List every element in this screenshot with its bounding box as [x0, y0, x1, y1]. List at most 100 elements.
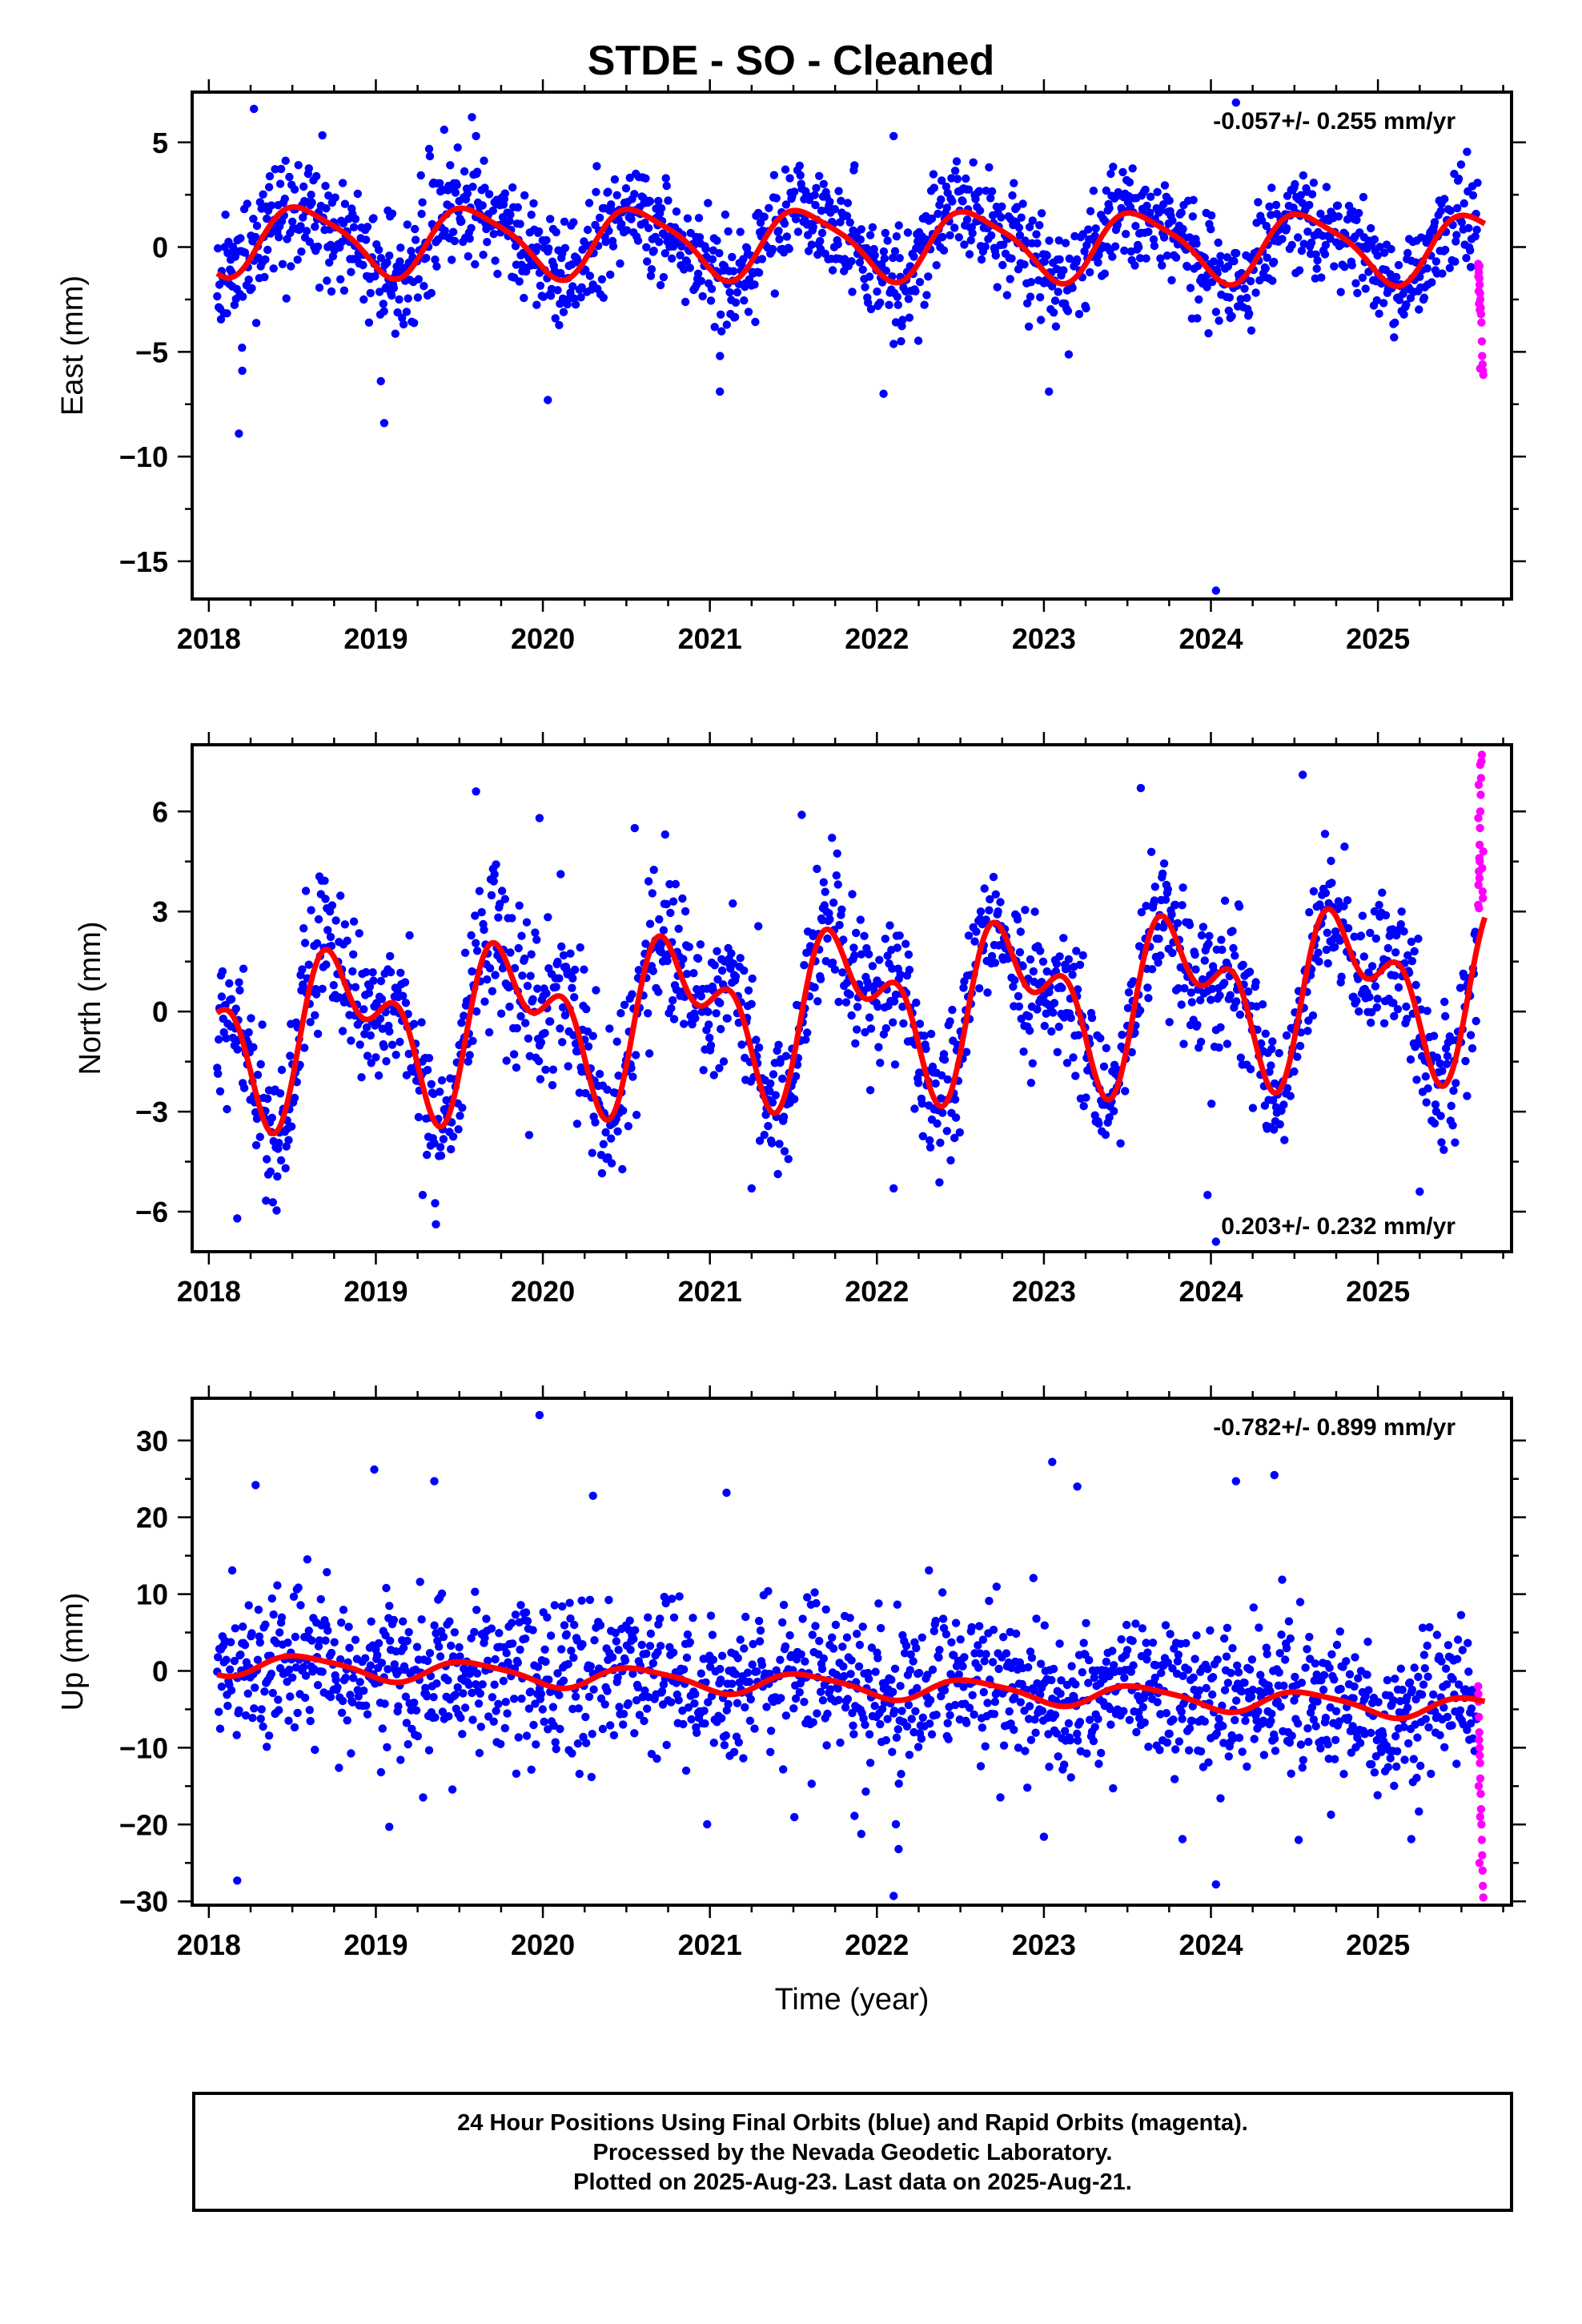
data-point: [849, 1730, 858, 1739]
data-point: [581, 266, 590, 275]
data-point: [509, 1050, 519, 1059]
y-tick-label: −10: [119, 440, 168, 473]
data-point: [244, 1028, 253, 1037]
data-point: [976, 907, 986, 916]
data-point: [1118, 167, 1127, 177]
data-point: [845, 218, 854, 227]
data-point: [990, 1710, 999, 1719]
data-point: [528, 1626, 537, 1634]
outlier-point: [251, 1481, 260, 1490]
data-point: [1127, 1047, 1136, 1057]
data-point: [417, 1615, 426, 1624]
rapid-point: [1475, 261, 1484, 271]
data-point: [299, 980, 307, 989]
data-point: [1406, 294, 1415, 303]
data-point: [724, 227, 733, 236]
rapid-orbit-points: [1474, 1682, 1488, 1902]
data-point: [536, 1689, 546, 1699]
data-point: [813, 997, 822, 1006]
data-point: [937, 195, 946, 204]
data-point: [283, 1638, 292, 1647]
data-point: [251, 1683, 259, 1692]
data-point: [1452, 1759, 1461, 1768]
data-point: [1040, 1621, 1050, 1630]
data-point: [655, 238, 664, 247]
data-point: [568, 983, 576, 992]
data-point: [346, 1691, 355, 1699]
data-point: [717, 1024, 725, 1034]
data-point: [1014, 1002, 1024, 1011]
data-point: [1126, 1667, 1136, 1676]
data-point: [532, 935, 541, 944]
data-point: [812, 183, 821, 192]
data-point: [1060, 1760, 1069, 1769]
data-point: [947, 174, 956, 183]
data-point: [736, 1635, 745, 1644]
data-point: [1335, 1627, 1345, 1636]
data-point: [1464, 223, 1473, 232]
data-point: [620, 1656, 630, 1665]
data-point: [998, 260, 1007, 270]
data-point: [987, 187, 997, 196]
data-point: [399, 991, 408, 1000]
data-point: [608, 1653, 617, 1662]
data-point: [417, 209, 426, 219]
data-point: [1400, 1755, 1409, 1764]
data-point: [322, 960, 331, 969]
data-point: [238, 344, 247, 352]
data-point: [1068, 971, 1077, 979]
data-point: [410, 1699, 419, 1707]
data-point: [1187, 1716, 1197, 1725]
data-point: [260, 1687, 269, 1696]
data-point: [1297, 1679, 1307, 1687]
data-point: [656, 280, 665, 290]
data-point: [396, 968, 405, 978]
data-point: [505, 216, 514, 226]
data-point: [366, 1031, 375, 1040]
data-point: [800, 1698, 809, 1707]
data-point: [558, 294, 568, 303]
data-point: [645, 1642, 655, 1651]
data-point: [354, 1692, 363, 1701]
data-point: [1416, 1761, 1425, 1771]
data-point: [1343, 896, 1352, 905]
data-point: [1407, 956, 1417, 966]
data-point: [946, 1711, 954, 1719]
data-point: [484, 1656, 492, 1665]
data-point: [1082, 1618, 1090, 1628]
data-point: [512, 1769, 521, 1778]
data-point: [1158, 869, 1167, 879]
data-point: [315, 283, 324, 292]
data-point: [839, 935, 848, 944]
data-point: [568, 1704, 577, 1714]
data-point: [926, 1143, 935, 1152]
data-point: [697, 276, 705, 285]
data-point: [1137, 907, 1146, 917]
data-point: [893, 300, 903, 309]
data-point: [826, 1685, 835, 1694]
data-point: [1358, 911, 1367, 920]
data-point: [1218, 945, 1227, 955]
data-point: [644, 1613, 652, 1622]
data-point: [684, 1703, 693, 1712]
data-point: [1106, 1704, 1114, 1714]
data-point: [414, 1112, 424, 1122]
x-tick-label: 2019: [343, 622, 408, 655]
data-point: [710, 961, 719, 970]
data-point: [1453, 1655, 1462, 1663]
data-point: [821, 1605, 830, 1614]
data-point: [558, 1003, 568, 1012]
data-point: [1317, 273, 1326, 282]
data-point: [221, 210, 230, 219]
data-point: [377, 995, 387, 1003]
data-point: [1445, 263, 1455, 272]
data-point: [668, 1594, 677, 1603]
data-point: [1322, 183, 1331, 191]
data-point: [515, 277, 524, 286]
data-point: [1373, 995, 1382, 1003]
data-point: [533, 243, 542, 251]
data-point: [996, 1793, 1005, 1802]
data-point: [881, 266, 891, 275]
data-point: [1063, 1696, 1073, 1706]
data-point: [1331, 943, 1339, 951]
